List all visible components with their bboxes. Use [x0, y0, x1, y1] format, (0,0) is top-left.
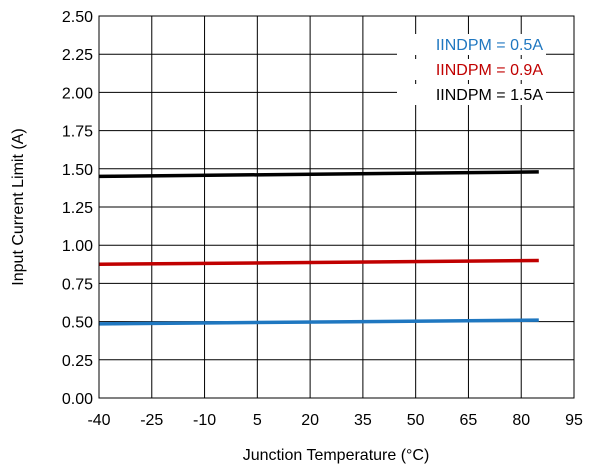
- y-tick-label: 0.25: [62, 353, 93, 370]
- x-tick-label: 95: [565, 412, 583, 429]
- y-tick-label: 2.50: [62, 9, 93, 26]
- x-tick-label: 65: [460, 412, 478, 429]
- x-tick-label: 5: [253, 412, 262, 429]
- x-tick-label: 50: [407, 412, 425, 429]
- x-tick-label: 20: [301, 412, 319, 429]
- y-tick-label: 1.25: [62, 200, 93, 217]
- legend-background: [397, 84, 546, 105]
- legend-background: [397, 59, 546, 80]
- x-tick-label: 80: [512, 412, 530, 429]
- series-line-2: [98, 258, 539, 267]
- x-tick-label: -10: [193, 412, 216, 429]
- legend-entry-1: IINDPM = 0.5A: [436, 37, 543, 54]
- x-tick-label: 35: [354, 412, 372, 429]
- x-tick-label: -25: [140, 412, 163, 429]
- legend-entry-3: IINDPM = 1.5A: [436, 87, 543, 104]
- y-tick-label: 1.50: [62, 162, 93, 179]
- legend-background: [397, 34, 546, 55]
- y-tick-label: 0.75: [62, 276, 93, 293]
- x-tick-labels: -40 -25 -10 5 20 35 50 65 80 95: [87, 412, 583, 429]
- legend-entry-2: IINDPM = 0.9A: [436, 62, 543, 79]
- y-tick-label: 2.25: [62, 47, 93, 64]
- x-axis-title: Junction Temperature (°C): [243, 447, 430, 464]
- y-tick-label: 0.00: [62, 391, 93, 408]
- series-group: [98, 170, 539, 326]
- x-tick-label: -40: [87, 412, 110, 429]
- legend: IINDPM = 0.5A IINDPM = 0.9A IINDPM = 1.5A: [397, 34, 546, 105]
- y-tick-label: 0.50: [62, 315, 93, 332]
- y-tick-labels: 0.00 0.25 0.50 0.75 1.00 1.25 1.50 1.75 2.00 2.25…: [62, 9, 93, 408]
- y-tick-label: 1.00: [62, 238, 93, 255]
- series-line-3: [98, 170, 539, 179]
- y-tick-label: 2.00: [62, 85, 93, 102]
- y-tick-label: 1.75: [62, 124, 93, 141]
- y-axis-title: Input Current Limit (A): [10, 128, 27, 285]
- series-line-1: [98, 318, 539, 326]
- plot-frame: [98, 15, 575, 399]
